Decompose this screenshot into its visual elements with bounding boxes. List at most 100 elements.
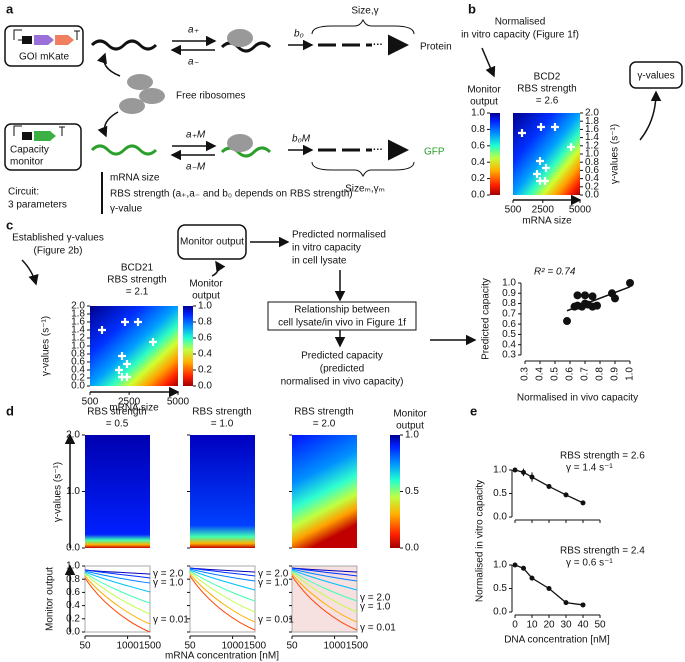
- point: [546, 586, 552, 591]
- tick-label: 0.0: [71, 381, 85, 392]
- plot-title: RBS strength: [192, 407, 251, 418]
- tick-label: 2.0: [71, 301, 85, 312]
- product-label: GFP: [424, 147, 445, 158]
- gamma-label: γ = 0.01: [153, 615, 189, 626]
- tick-label: 0.5: [493, 583, 507, 594]
- axis-label: Normalised in vivo capacity: [517, 393, 638, 404]
- caption: in vitro capacity (Figure 1f): [461, 30, 579, 41]
- axis-label: mRNA concentration [nM]: [165, 651, 279, 662]
- heatmap-title: = 2.6: [536, 96, 559, 107]
- axis-label: mRNA size: [522, 216, 572, 227]
- tick-label: 50: [286, 641, 298, 652]
- tick-label: 1.4: [585, 132, 599, 143]
- point: [563, 317, 571, 326]
- colorbar-label: Monitor: [393, 409, 427, 420]
- heatmap-title: = 2.1: [126, 287, 149, 298]
- arrow: [211, 260, 226, 277]
- tick-label: 0.7: [502, 308, 516, 319]
- tick-label: 0.4: [535, 367, 546, 381]
- tick-label: 1.4: [71, 325, 85, 336]
- tick-label: 40: [577, 620, 589, 631]
- tick-label: 0.5: [502, 329, 516, 340]
- tick-label: 1.0: [71, 341, 85, 352]
- gamma-label: γ = 1.0: [258, 578, 289, 589]
- tick-label: 0.0: [66, 543, 80, 554]
- gamma-label: γ = 1.0: [360, 602, 391, 613]
- rate: a₊: [188, 25, 200, 36]
- brace: [311, 161, 415, 178]
- plot-title: RBS strength: [87, 407, 146, 418]
- annotation: RBS strength = 2.4: [560, 546, 645, 557]
- point: [563, 600, 569, 606]
- point: [512, 467, 518, 473]
- point: [588, 292, 597, 301]
- tick-label: 0.2: [71, 373, 85, 384]
- tick-label: 1.8: [585, 116, 599, 127]
- heatmap-title: RBS strength: [107, 275, 166, 286]
- heatmap: [90, 306, 178, 386]
- tick-label: 0.6: [565, 367, 576, 381]
- point: [529, 474, 535, 480]
- tick-label: 1.0: [585, 149, 599, 160]
- rate: b₀M: [292, 134, 311, 145]
- parameter: γ-value: [110, 204, 143, 215]
- tick-label: 0.7: [580, 367, 591, 381]
- tick-label: 2500: [532, 205, 555, 216]
- size-label: Size,γ: [351, 6, 378, 17]
- colorbar: [183, 306, 193, 386]
- tick-label: 0.9: [502, 288, 516, 299]
- tick-label: 1.8: [71, 309, 85, 320]
- point: [521, 565, 526, 571]
- gene: [34, 35, 54, 45]
- tick-label: 0.9: [610, 367, 621, 381]
- parameter: RBS strength (a₊,a₋ and b₀ depends on RB…: [110, 189, 353, 200]
- tick-label: 0.0: [493, 607, 507, 618]
- ribosome: [227, 29, 253, 47]
- gamma-label: γ = 0.01: [258, 615, 294, 626]
- point: [512, 562, 518, 568]
- tick-label: 0.5: [550, 367, 561, 381]
- tick-label: 1.0: [625, 367, 636, 381]
- brace: [311, 18, 415, 35]
- tick-label: 0.0: [405, 543, 419, 554]
- flow-text: (predicted: [320, 364, 364, 375]
- gamma-label: γ = 2.0: [153, 569, 184, 580]
- tick-label: 50: [79, 641, 91, 652]
- arrow: [97, 52, 121, 77]
- rate: b₀: [294, 29, 304, 40]
- heatmap-title: RBS strength: [517, 84, 576, 95]
- mrna: [90, 144, 158, 156]
- point: [563, 492, 569, 498]
- tick-label: 0.6: [198, 333, 212, 344]
- axis-label: DNA concentration [nM]: [504, 635, 610, 646]
- dots: ···: [373, 40, 383, 51]
- tick-label: 0.0: [471, 190, 485, 201]
- tick-label: 0.8: [71, 349, 85, 360]
- side-label: output: [470, 97, 498, 108]
- plot-title: = 2.0: [313, 419, 336, 430]
- tick-label: 0.6: [585, 165, 599, 176]
- tick-label: 1.2: [71, 333, 85, 344]
- point: [581, 291, 589, 300]
- annotation: RBS strength = 2.6: [560, 451, 645, 462]
- colorbar: [390, 435, 400, 548]
- tick-label: 5000: [569, 205, 592, 216]
- tick-label: 0.4: [71, 365, 85, 376]
- flow-text: Relationship between: [294, 305, 390, 316]
- point: [521, 469, 526, 475]
- flow-text: Predicted normalised: [292, 230, 386, 241]
- tick-label: 2.0: [66, 430, 80, 441]
- tick-label: 0.2: [66, 613, 80, 624]
- tick-label: 0.6: [502, 319, 516, 330]
- gene: [55, 35, 74, 45]
- point: [546, 483, 552, 489]
- plot-title: = 0.5: [106, 419, 129, 430]
- flow-text: in vitro capacity: [292, 243, 361, 254]
- tick-label: 0.6: [71, 357, 85, 368]
- tick-label: 0.2: [198, 365, 212, 376]
- tick-label: 1000: [323, 641, 346, 652]
- panel-label: a: [6, 1, 14, 16]
- axis-label: γ-values (s⁻¹): [53, 462, 64, 522]
- tick-label: 0.8: [66, 574, 80, 585]
